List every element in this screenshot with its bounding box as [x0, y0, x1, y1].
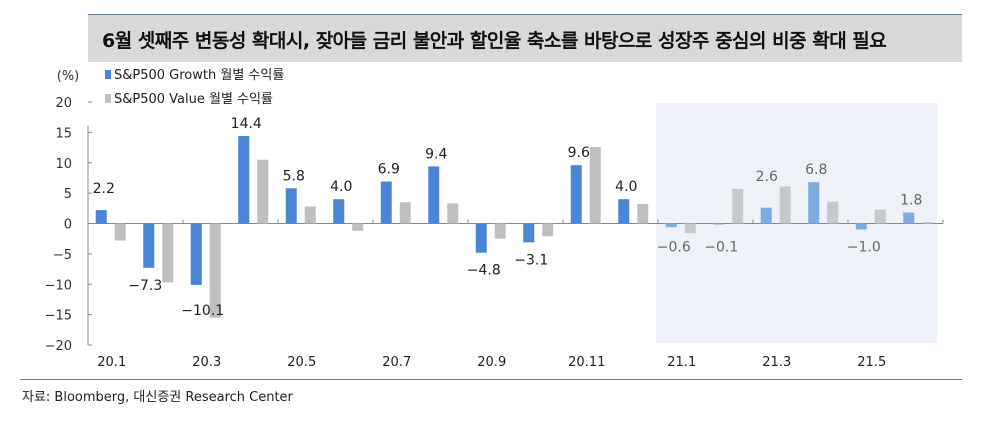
value-bar — [922, 222, 934, 224]
growth-bar — [808, 182, 820, 224]
value-bar — [257, 159, 269, 224]
x-tick-label: 20.11 — [568, 355, 605, 370]
divider — [20, 379, 962, 380]
y-tick-label: 10 — [55, 157, 72, 172]
x-tick-label: 20.5 — [287, 355, 316, 370]
value-bar — [542, 223, 554, 237]
value-bar — [114, 223, 126, 241]
legend-swatch — [105, 70, 111, 79]
value-bar — [637, 204, 649, 224]
value-bar — [874, 209, 886, 224]
data-label: −10.1 — [181, 303, 224, 319]
data-label: 9.6 — [568, 145, 590, 161]
y-tick-label: −10 — [45, 278, 72, 293]
growth-bar — [713, 223, 725, 225]
data-label: 2.6 — [756, 169, 778, 185]
growth-bar — [903, 212, 915, 224]
y-tick-label: 5 — [64, 187, 72, 202]
legend-label: S&P500 Growth 월별 수익률 — [114, 68, 284, 83]
value-bar — [304, 206, 316, 224]
title-bar: 6월 셋째주 변동성 확대시, 잦아들 금리 불안과 할인율 축소를 바탕으로 … — [88, 14, 962, 62]
growth-bar — [238, 136, 250, 224]
growth-bar — [618, 199, 630, 224]
value-bar — [352, 223, 364, 231]
value-bar — [162, 223, 174, 283]
y-tick-label: 15 — [55, 126, 72, 141]
growth-bar — [380, 181, 392, 224]
data-label: −4.8 — [467, 263, 501, 279]
y-tick-label: 20 — [55, 96, 72, 111]
value-bar — [779, 186, 791, 224]
value-bar — [447, 203, 459, 224]
growth-bar — [428, 166, 440, 224]
legend-label: S&P500 Value 월별 수익률 — [114, 92, 273, 107]
x-tick-label: 20.1 — [97, 355, 126, 370]
data-label: 6.8 — [805, 162, 827, 178]
x-tick-label: 21.5 — [857, 355, 886, 370]
data-label: 2.2 — [93, 181, 115, 197]
y-tick-label: 0 — [64, 218, 72, 233]
data-label: 9.4 — [425, 146, 447, 162]
data-label: −3.1 — [514, 252, 548, 268]
value-bar — [399, 202, 411, 224]
x-tick-label: 20.9 — [477, 355, 506, 370]
data-label: 4.0 — [615, 179, 637, 195]
growth-bar — [285, 188, 297, 224]
growth-bar — [665, 223, 677, 228]
growth-bar — [95, 210, 107, 224]
chart-title: 6월 셋째주 변동성 확대시, 잦아들 금리 불안과 할인율 축소를 바탕으로 … — [102, 30, 887, 52]
data-label: 5.8 — [283, 168, 305, 184]
y-axis-unit: (%) — [57, 69, 80, 84]
data-label: 4.0 — [330, 179, 352, 195]
data-label: 1.8 — [900, 193, 922, 209]
y-tick-label: −5 — [53, 248, 72, 263]
data-label: 14.4 — [231, 116, 262, 132]
growth-bar — [190, 223, 202, 285]
data-label: −7.3 — [128, 278, 162, 294]
growth-bar — [855, 223, 867, 230]
value-bar — [494, 223, 506, 239]
value-bar — [589, 146, 601, 224]
data-label: −1.0 — [847, 240, 881, 256]
value-bar — [827, 201, 839, 224]
growth-bar — [143, 223, 155, 268]
growth-bar — [570, 165, 582, 224]
x-tick-label: 21.1 — [667, 355, 696, 370]
data-label: −0.1 — [704, 240, 738, 256]
data-label: 6.9 — [378, 162, 400, 178]
growth-bar — [760, 207, 772, 224]
source-note: 자료: Bloomberg, 대신증권 Research Center — [22, 390, 293, 405]
x-tick-label: 20.7 — [382, 355, 411, 370]
y-tick-label: −15 — [45, 309, 72, 324]
value-bar — [209, 223, 221, 318]
growth-bar — [523, 223, 535, 243]
x-tick-label: 21.3 — [762, 355, 791, 370]
value-bar — [684, 223, 696, 234]
legend-swatch — [105, 94, 111, 103]
y-tick-label: −20 — [45, 339, 72, 354]
data-label: −0.6 — [657, 240, 691, 256]
x-tick-label: 20.3 — [192, 355, 221, 370]
value-bar — [732, 188, 744, 224]
growth-bar — [475, 223, 487, 253]
growth-bar — [333, 199, 345, 224]
